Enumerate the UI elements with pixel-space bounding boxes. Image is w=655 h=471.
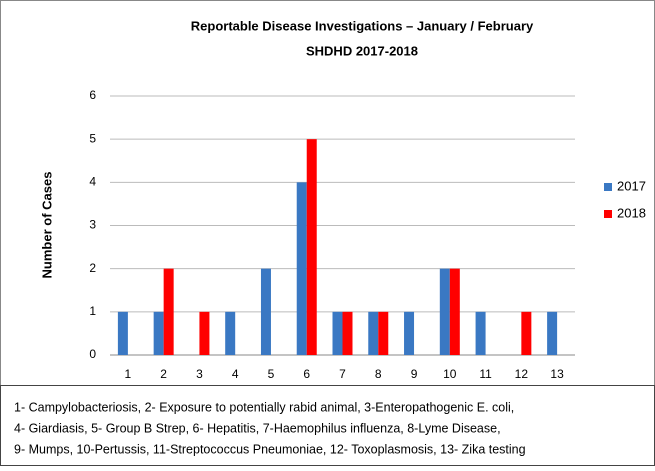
x-tick-label: 13 — [550, 367, 564, 381]
bar — [521, 311, 532, 355]
x-tick-label: 4 — [232, 367, 239, 381]
legend-swatch — [604, 210, 612, 218]
caption-border — [0, 385, 655, 466]
x-tick-label: 1 — [125, 367, 132, 381]
bar — [404, 311, 415, 355]
bar — [163, 268, 174, 355]
bar — [439, 268, 450, 355]
chart-border — [0, 0, 655, 386]
bar — [378, 311, 389, 355]
chart-title: Reportable Disease Investigations – Janu… — [191, 18, 534, 33]
x-tick-label: 8 — [375, 367, 382, 381]
y-tick-label: 0 — [89, 347, 96, 361]
x-tick-label: 6 — [303, 367, 310, 381]
bar — [199, 311, 210, 355]
chart-subtitle: SHDHD 2017-2018 — [306, 43, 418, 58]
caption-line: 4- Giardiasis, 5- Group B Strep, 6- Hepa… — [14, 421, 501, 435]
y-tick-label: 3 — [89, 218, 96, 232]
bar — [117, 311, 128, 355]
bar — [547, 311, 558, 355]
y-axis-label: Number of Cases — [39, 172, 54, 279]
x-tick-label: 7 — [339, 367, 346, 381]
x-tick-label: 2 — [160, 367, 167, 381]
legend-label: 2017 — [617, 178, 646, 193]
bar — [449, 268, 460, 355]
bar — [225, 311, 236, 355]
bar — [296, 182, 307, 355]
bar — [342, 311, 353, 355]
bar — [306, 139, 317, 355]
legend-label: 2018 — [617, 205, 646, 220]
caption-line: 9- Mumps, 10-Pertussis, 11-Streptococcus… — [14, 442, 526, 456]
legend-swatch — [604, 183, 612, 191]
y-tick-label: 4 — [89, 175, 96, 189]
x-tick-label: 11 — [479, 367, 492, 381]
y-tick-label: 6 — [89, 88, 96, 102]
y-tick-label: 5 — [89, 131, 96, 145]
bar — [475, 311, 486, 355]
bar — [332, 311, 343, 355]
x-tick-label: 3 — [196, 367, 203, 381]
x-tick-label: 12 — [515, 367, 529, 381]
y-tick-label: 1 — [89, 304, 96, 318]
x-tick-label: 10 — [443, 367, 457, 381]
bar — [260, 268, 271, 355]
caption-line: 1- Campylobacteriosis, 2- Exposure to po… — [14, 400, 514, 414]
bar — [153, 311, 164, 355]
x-tick-label: 5 — [268, 367, 275, 381]
x-tick-label: 9 — [411, 367, 418, 381]
bar — [368, 311, 379, 355]
y-tick-label: 2 — [89, 261, 96, 275]
